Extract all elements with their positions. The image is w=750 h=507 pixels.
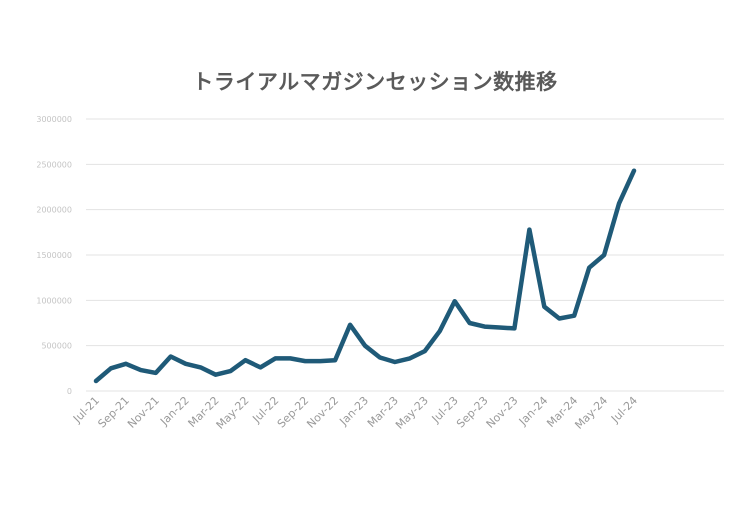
chart-title: トライアルマガジンセッション数推移 — [192, 70, 558, 94]
y-tick-label: 2500000 — [36, 160, 72, 169]
x-tick-label: May-23 — [393, 394, 431, 432]
x-tick-label: Nov-21 — [125, 394, 162, 431]
y-tick-label: 3000000 — [36, 115, 72, 124]
x-tick-label: Jul-24 — [608, 394, 640, 426]
x-tick-label: Jan-24 — [516, 394, 551, 429]
x-tick-label: May-22 — [214, 394, 252, 432]
x-tick-label: Jan-23 — [337, 394, 372, 429]
y-tick-label: 500000 — [41, 342, 72, 351]
gridlines — [86, 118, 724, 392]
series-layer — [93, 168, 637, 384]
y-tick-label: 0 — [67, 387, 72, 396]
y-axis-ticks: 0 500000 1000000 1500000 2000000 2500000 30000… — [36, 115, 72, 396]
x-tick-label: Sep-23 — [454, 394, 491, 431]
x-tick-label: Sep-22 — [275, 394, 312, 431]
x-axis-ticks: Jul-21Sep-21Nov-21Jan-22Mar-22May-22Jul-… — [70, 394, 640, 432]
x-tick-label: Jan-22 — [157, 394, 192, 429]
series-line — [93, 168, 637, 384]
y-tick-label: 1500000 — [36, 251, 72, 260]
y-tick-label: 2000000 — [36, 206, 72, 215]
x-tick-label: Nov-22 — [304, 394, 341, 431]
x-tick-label: May-24 — [572, 394, 610, 432]
x-tick-label: Sep-21 — [95, 394, 132, 431]
x-tick-label: Nov-23 — [484, 394, 521, 431]
y-tick-label: 1000000 — [36, 296, 72, 305]
